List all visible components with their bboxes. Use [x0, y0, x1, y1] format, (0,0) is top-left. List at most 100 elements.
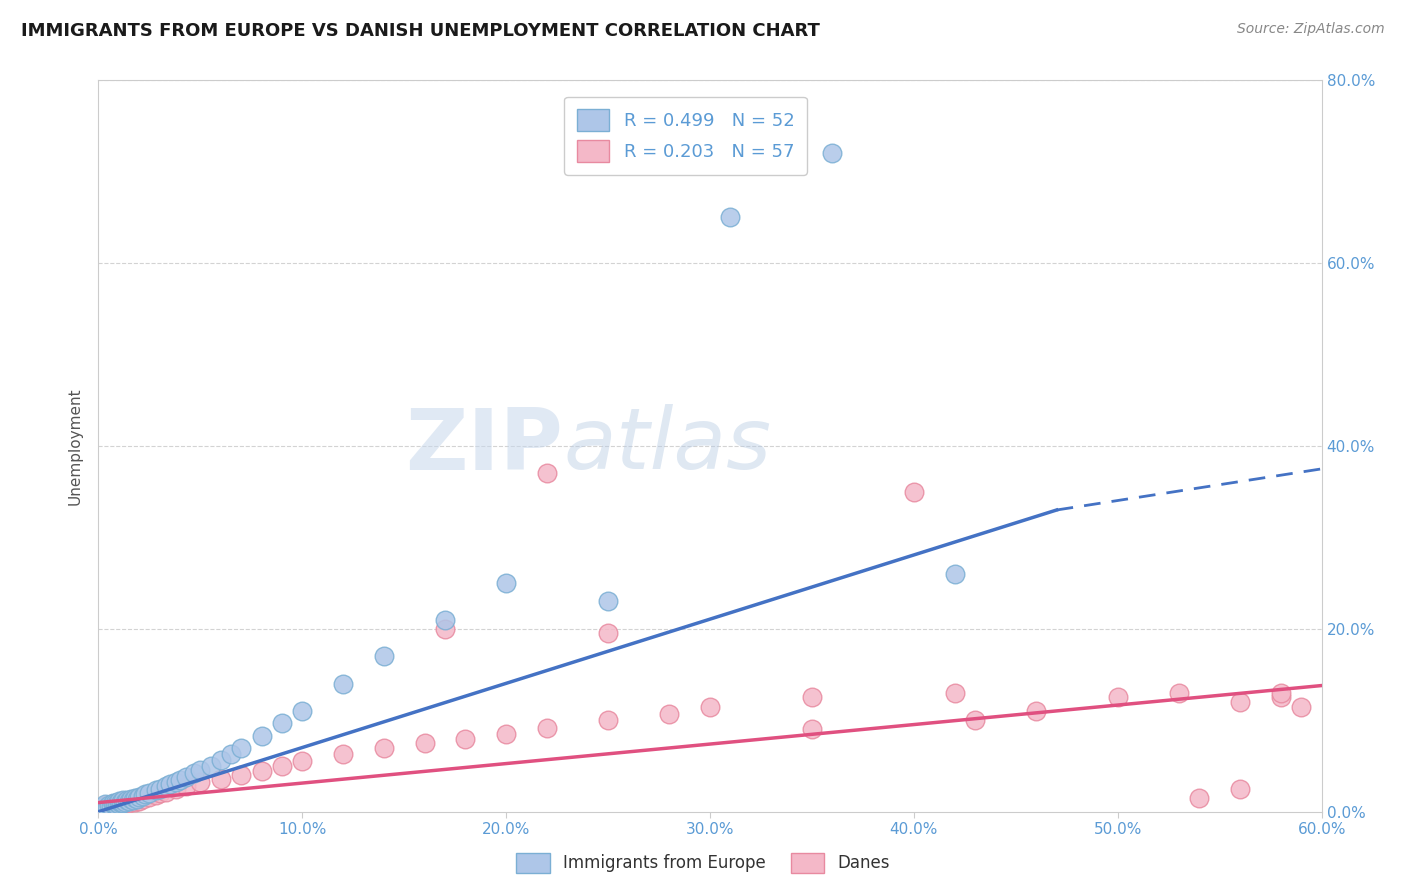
- Point: [101, 796, 124, 810]
- Point: [801, 723, 824, 737]
- Point: [132, 792, 155, 806]
- Point: [111, 793, 134, 807]
- Point: [114, 795, 136, 809]
- Point: [122, 793, 145, 807]
- Point: [91, 800, 114, 814]
- Point: [413, 736, 436, 750]
- Point: [118, 796, 141, 810]
- Point: [1229, 695, 1251, 709]
- Point: [209, 772, 232, 786]
- Point: [128, 790, 150, 805]
- Point: [943, 686, 966, 700]
- Point: [903, 484, 925, 499]
- Point: [108, 797, 131, 811]
- Point: [149, 781, 172, 796]
- Point: [188, 775, 212, 789]
- Point: [231, 740, 253, 755]
- Point: [105, 796, 128, 810]
- Point: [124, 791, 146, 805]
- Point: [111, 796, 134, 810]
- Point: [200, 759, 222, 773]
- Point: [108, 794, 131, 808]
- Point: [1188, 791, 1211, 805]
- Point: [101, 798, 124, 813]
- Point: [104, 797, 127, 812]
- Point: [943, 567, 966, 582]
- Point: [159, 777, 181, 791]
- Point: [965, 714, 987, 728]
- Point: [110, 797, 132, 811]
- Point: [124, 795, 146, 809]
- Point: [96, 800, 118, 814]
- Point: [1270, 690, 1292, 705]
- Point: [120, 794, 142, 808]
- Point: [100, 799, 122, 814]
- Point: [598, 626, 620, 640]
- Point: [332, 676, 354, 690]
- Point: [145, 789, 167, 803]
- Point: [128, 794, 150, 808]
- Point: [188, 763, 212, 777]
- Point: [165, 781, 187, 796]
- Point: [434, 622, 457, 636]
- Point: [155, 784, 177, 798]
- Point: [174, 770, 197, 784]
- Point: [115, 793, 138, 807]
- Point: [209, 753, 232, 767]
- Point: [1167, 686, 1189, 700]
- Point: [291, 755, 314, 769]
- Point: [110, 797, 132, 812]
- Point: [100, 797, 122, 812]
- Point: [93, 797, 115, 812]
- Point: [108, 797, 131, 812]
- Legend: Immigrants from Europe, Danes: Immigrants from Europe, Danes: [509, 847, 897, 880]
- Point: [231, 768, 253, 782]
- Point: [658, 706, 681, 721]
- Point: [495, 727, 517, 741]
- Point: [138, 790, 160, 805]
- Point: [138, 785, 160, 799]
- Point: [165, 774, 187, 789]
- Point: [821, 146, 844, 161]
- Point: [105, 799, 128, 814]
- Point: [1270, 686, 1292, 700]
- Point: [373, 649, 395, 664]
- Point: [250, 764, 273, 778]
- Point: [169, 772, 191, 787]
- Point: [801, 690, 824, 705]
- Point: [145, 782, 167, 797]
- Point: [91, 800, 114, 814]
- Point: [127, 792, 149, 806]
- Text: atlas: atlas: [564, 404, 772, 488]
- Point: [1107, 690, 1129, 705]
- Point: [101, 797, 124, 812]
- Point: [174, 779, 197, 793]
- Point: [134, 788, 156, 802]
- Point: [183, 766, 205, 780]
- Point: [1229, 781, 1251, 796]
- Point: [104, 798, 127, 813]
- Point: [127, 793, 149, 807]
- Point: [1291, 699, 1313, 714]
- Text: ZIP: ZIP: [405, 404, 564, 488]
- Point: [434, 613, 457, 627]
- Point: [219, 747, 242, 761]
- Point: [97, 800, 120, 814]
- Text: IMMIGRANTS FROM EUROPE VS DANISH UNEMPLOYMENT CORRELATION CHART: IMMIGRANTS FROM EUROPE VS DANISH UNEMPLO…: [21, 22, 820, 40]
- Point: [104, 797, 127, 811]
- Point: [536, 721, 558, 735]
- Y-axis label: Unemployment: Unemployment: [67, 387, 83, 505]
- Point: [291, 704, 314, 718]
- Point: [120, 792, 142, 806]
- Point: [132, 789, 155, 804]
- Point: [699, 699, 721, 714]
- Point: [373, 740, 395, 755]
- Point: [598, 714, 620, 728]
- Text: Source: ZipAtlas.com: Source: ZipAtlas.com: [1237, 22, 1385, 37]
- Point: [111, 796, 134, 810]
- Point: [1025, 704, 1047, 718]
- Point: [115, 795, 138, 809]
- Point: [495, 576, 517, 591]
- Point: [598, 594, 620, 608]
- Point: [105, 799, 128, 814]
